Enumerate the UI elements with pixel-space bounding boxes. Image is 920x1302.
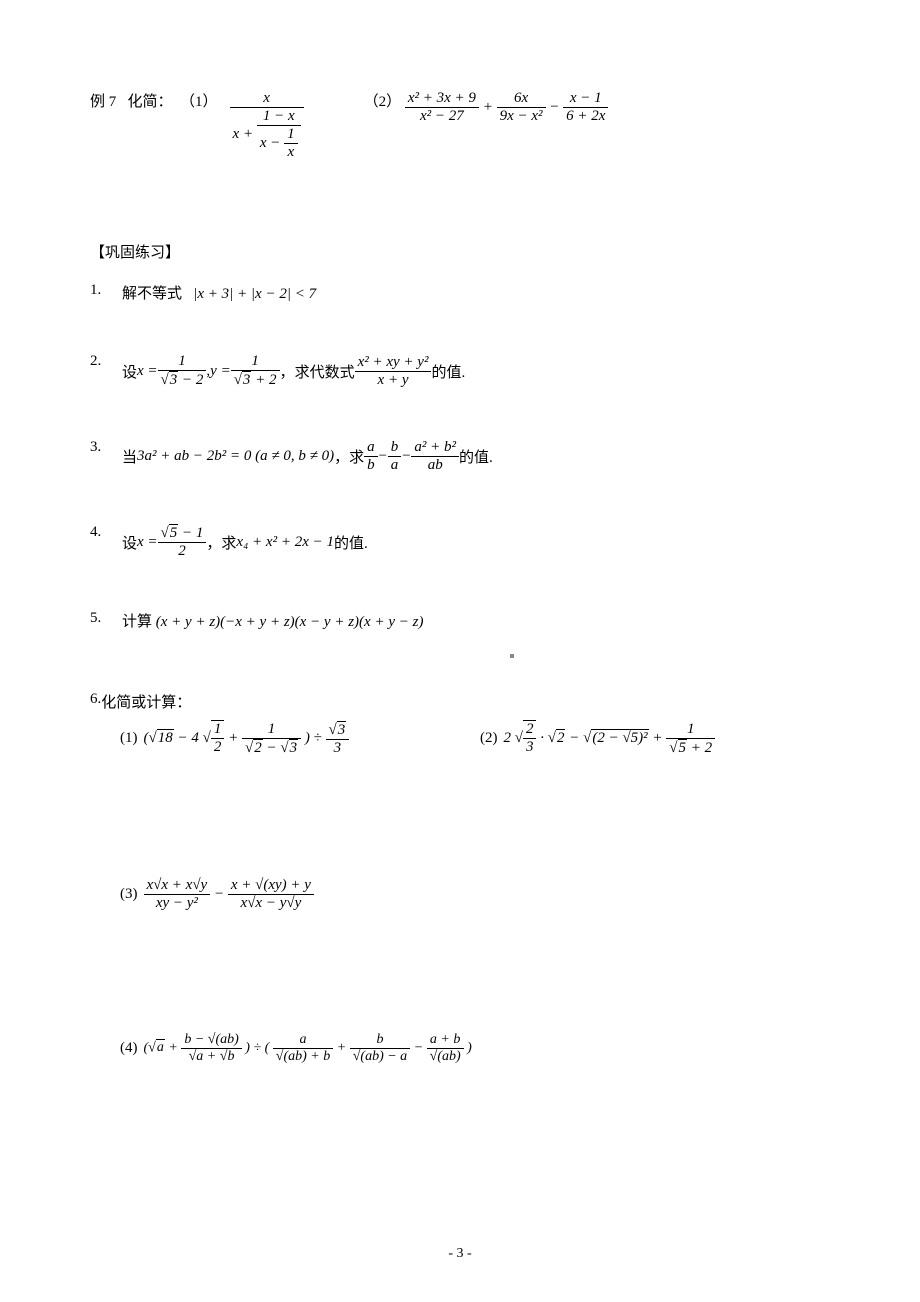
p1-content: 解不等式 x + 3 + x − 2 < 7 [122,282,316,303]
problem-6: 6. 化简或计算： (1) (√18 − 4 √12 + 1 √2 − √3 )… [90,691,830,1065]
p6-sp2: (2) 2 √23 · √2 − √(2 − √5)² + 1 √5 + 2 [480,720,800,757]
example-num: 例 7 [90,94,116,110]
inner-num: 1 − x [257,108,301,126]
p6-sp1: (1) (√18 − 4 √12 + 1 √2 − √3 ) ÷ √3 3 [120,720,440,757]
inner-den: x − 1 x [257,126,301,161]
example-prompt: 化简： [128,94,173,110]
part1-label: （1） [180,94,218,110]
p5-number: 5. [90,610,110,627]
p4-content: 设 x = √5 − 1 2 ，求 x₄ + x² + 2x − 1 的值. [122,524,368,560]
problem-1: 1. 解不等式 x + 3 + x − 2 < 7 [90,282,830,303]
p6-sp4: (4) (√a + b − √(ab) √a + √b ) ÷ ( a √(ab… [120,1032,540,1065]
p6-sub-problems: (1) (√18 − 4 √12 + 1 √2 − √3 ) ÷ √3 3 (2… [90,720,830,1065]
p6-label: 化简或计算： [101,691,191,712]
part1-denominator: x + 1 − x x − 1 x [230,108,304,161]
part1-fraction: x x + 1 − x x − 1 x [230,90,304,161]
example-label: 例 7 化简： （1） [90,90,218,111]
problem-4: 4. 设 x = √5 − 1 2 ，求 x₄ + x² + 2x − 1 的值… [90,524,830,560]
p1-label: 解不等式 [122,286,182,302]
p1-number: 1. [90,282,110,299]
p1-abs1: x + 3 [193,286,233,303]
p5-content: 计算 (x + y + z)(−x + y + z)(x − y + z)(x … [122,610,423,631]
p1-abs2: x − 2 [251,286,291,303]
p3-number: 3. [90,439,110,456]
part2-label: （2） [364,90,402,111]
problem-5: 5. 计算 (x + y + z)(−x + y + z)(x − y + z)… [90,610,830,631]
example-row: 例 7 化简： （1） x x + 1 − x x − 1 x （2） x² [90,90,830,161]
part2-expression: x² + 3x + 9 x² − 27 + 6x 9x − x² − x − 1… [405,90,609,125]
p3-content: 当 3a² + ab − 2b² = 0 (a ≠ 0, b ≠ 0) ， 求 … [122,439,493,474]
section-title: 【巩固练习】 [90,241,830,262]
p2-content: 设 x = 1 √3 − 2 , y = 1 √3 + 2 ， 求代数式 x² … [122,353,465,389]
page-number: - 3 - [0,1246,920,1262]
p6-number: 6. [90,691,101,712]
problem-3: 3. 当 3a² + ab − 2b² = 0 (a ≠ 0, b ≠ 0) ，… [90,439,830,474]
stray-dot [510,654,514,658]
p4-number: 4. [90,524,110,541]
part1-numerator: x [230,90,304,108]
p2-number: 2. [90,353,110,370]
problem-2: 2. 设 x = 1 √3 − 2 , y = 1 √3 + 2 ， 求代数式 … [90,353,830,389]
p6-sp3: (3) x√x + x√y xy − y² − x + √(xy) + y x√… [120,877,440,912]
